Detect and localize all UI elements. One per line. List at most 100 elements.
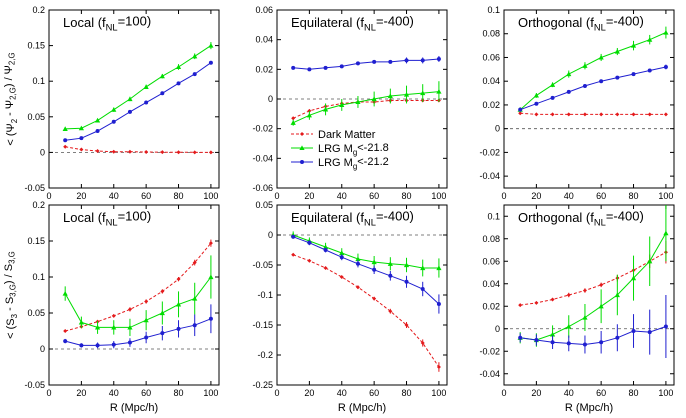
data-point [647, 330, 652, 335]
y-axis-label-subscript: 3,G [8, 251, 17, 264]
y-tick-label: -0.05 [252, 260, 273, 270]
data-point [62, 290, 68, 296]
data-point [127, 149, 132, 154]
data-point [160, 150, 165, 155]
panel-title-suffix: =-400) [606, 14, 644, 29]
data-point [160, 289, 165, 294]
data-point [208, 60, 213, 65]
data-point [290, 120, 296, 125]
data-point [663, 64, 668, 69]
x-axis-label: R (Mpc/h) [110, 402, 158, 414]
panel-title-subscript: NL [594, 22, 606, 32]
data-point [403, 262, 410, 268]
data-point [208, 274, 214, 280]
data-point [291, 116, 296, 121]
data-point [550, 95, 555, 100]
data-point [647, 37, 653, 42]
data-point [534, 338, 539, 342]
panel-title-main: Equilateral (f [291, 15, 364, 30]
y-axis-label-part: ) / Ψ [3, 65, 15, 87]
data-point [339, 250, 345, 256]
y-tick-label: 0.15 [27, 236, 45, 246]
y-axis-label: < (Ψ2 - Ψ2,G) / Ψ2,G [3, 52, 19, 145]
data-point [663, 230, 669, 236]
data-point [599, 340, 604, 345]
data-point [192, 296, 198, 301]
y-tick-label: 0.06 [482, 256, 500, 266]
x-tick-label: 0 [46, 191, 51, 201]
y-axis-label-part: < (S [5, 318, 17, 338]
data-point [436, 56, 441, 61]
series-line [64, 276, 212, 328]
panel-5: -0.25 -0.2 -0.15 -0.1 -0.05 0 0.05 0 20 40 60 80 100… [252, 200, 448, 398]
data-point [582, 288, 587, 293]
data-point [208, 241, 213, 246]
series-dark_matter [63, 239, 213, 333]
data-point [388, 309, 393, 314]
plot-frame [48, 9, 220, 189]
series-line [293, 236, 440, 305]
x-tick-label: 40 [564, 191, 574, 201]
data-point [550, 297, 555, 302]
data-point [518, 303, 523, 308]
legend-label-suffix: <-21.8 [357, 142, 389, 154]
y-tick-label: -0.04 [479, 369, 500, 379]
y-tick-label: -0.04 [252, 153, 273, 163]
y-tick-label: 0 [495, 124, 500, 134]
series-dark_matter [63, 144, 213, 155]
data-point [355, 256, 361, 262]
legend-label-main: LRG M [318, 157, 353, 169]
panel-title: Orthogonal (fNL=-400) [518, 209, 644, 228]
x-tick-label: 60 [596, 388, 606, 398]
y-tick-label: -0.05 [24, 183, 45, 193]
x-tick-label: 0 [274, 191, 279, 201]
data-point [307, 258, 312, 263]
data-point [599, 282, 604, 287]
plot-frame [503, 9, 675, 189]
data-point [615, 335, 620, 340]
data-point [534, 101, 539, 106]
data-point [306, 112, 312, 118]
data-point [355, 285, 360, 290]
series-lrg_faint [518, 64, 668, 112]
y-tick-label: 0 [40, 344, 45, 354]
panel-title-subscript: NL [594, 217, 606, 227]
data-point [403, 91, 410, 97]
data-point [339, 275, 344, 279]
data-point [159, 73, 165, 79]
legend-marker [300, 160, 304, 164]
data-point [111, 313, 116, 318]
data-point [420, 58, 425, 63]
x-tick-label: 100 [431, 191, 446, 201]
data-point [95, 148, 100, 153]
panel-title-suffix: =-400) [376, 14, 414, 29]
data-point [371, 96, 377, 102]
data-point [208, 150, 213, 155]
legend-label-main: LRG M [318, 143, 353, 155]
x-tick-label: 80 [629, 388, 639, 398]
x-tick-label: 60 [369, 191, 379, 201]
data-point [436, 265, 442, 271]
data-point [127, 340, 132, 345]
series-dark_matter [518, 111, 668, 117]
y-tick-label: -0.25 [252, 380, 273, 390]
series-line [65, 45, 212, 130]
series-dark_matter [291, 98, 441, 121]
y-axis-label-subscript: 3 [10, 313, 19, 318]
series-lrg_faint [63, 60, 213, 143]
data-point [143, 317, 149, 323]
data-point [95, 129, 100, 134]
x-tick-label: 20 [531, 388, 541, 398]
x-tick-label: 100 [658, 191, 673, 201]
y-tick-label: 0 [268, 230, 273, 240]
x-axis-label: R (Mpc/h) [338, 402, 386, 414]
data-point [387, 261, 393, 266]
series-line [65, 146, 211, 153]
data-point [631, 112, 636, 117]
y-tick-label: 0 [268, 94, 273, 104]
data-point [208, 43, 214, 48]
x-tick-label: 40 [337, 388, 347, 398]
plot-frame [48, 204, 220, 386]
y-tick-label: 0.02 [482, 100, 500, 110]
